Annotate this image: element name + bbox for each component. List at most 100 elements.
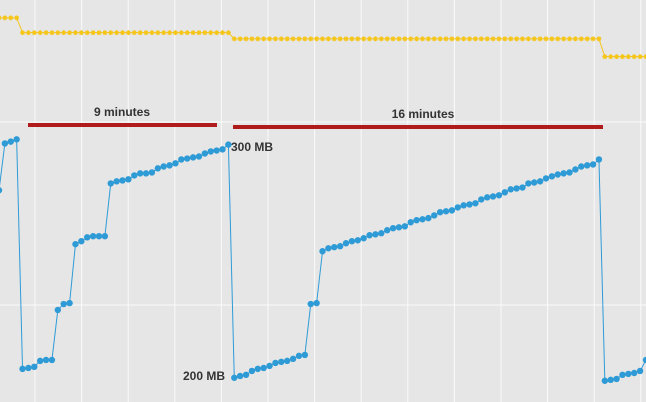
point-marker xyxy=(219,146,226,153)
star-marker xyxy=(261,36,267,42)
star-marker xyxy=(414,36,420,42)
star-marker xyxy=(114,30,120,36)
star-marker xyxy=(425,36,431,42)
star-marker xyxy=(8,15,14,21)
point-marker xyxy=(431,212,438,219)
point-marker xyxy=(413,216,420,224)
point-marker xyxy=(201,150,209,157)
point-marker xyxy=(466,201,473,208)
star-marker xyxy=(596,36,602,42)
point-marker xyxy=(154,165,162,172)
point-marker xyxy=(25,364,32,372)
point-marker xyxy=(572,166,579,173)
point-marker xyxy=(125,176,132,183)
point-marker xyxy=(242,371,250,379)
annotation: 300 MB xyxy=(231,140,273,154)
star-marker xyxy=(143,30,149,36)
star-marker xyxy=(225,30,231,36)
point-marker xyxy=(366,232,373,239)
point-marker xyxy=(89,232,97,240)
point-marker xyxy=(436,208,444,216)
point-marker xyxy=(107,180,114,187)
point-marker xyxy=(607,376,614,384)
star-marker xyxy=(572,36,578,42)
star-marker xyxy=(255,36,261,42)
point-marker xyxy=(236,372,244,380)
star-marker xyxy=(537,36,543,42)
point-marker xyxy=(578,163,585,170)
point-marker xyxy=(36,357,44,365)
point-marker xyxy=(78,238,85,245)
star-marker xyxy=(237,36,243,42)
point-marker xyxy=(172,160,179,167)
star-marker xyxy=(25,30,31,36)
star-marker xyxy=(314,36,320,42)
star-marker xyxy=(337,36,343,42)
point-marker xyxy=(554,171,561,178)
star-marker xyxy=(243,36,249,42)
star-marker xyxy=(55,30,61,36)
star-marker xyxy=(449,36,455,42)
point-marker xyxy=(72,240,79,248)
star-marker xyxy=(137,30,143,36)
star-marker xyxy=(272,36,278,42)
point-marker xyxy=(148,169,156,176)
star-marker xyxy=(0,15,2,20)
star-marker xyxy=(214,30,220,36)
point-marker xyxy=(536,178,544,185)
point-marker xyxy=(531,179,538,186)
star-marker xyxy=(290,36,296,42)
point-marker xyxy=(419,216,426,223)
star-marker xyxy=(184,30,190,36)
point-marker xyxy=(478,196,485,203)
star-marker xyxy=(43,30,49,36)
point-marker xyxy=(372,231,379,238)
star-marker xyxy=(67,30,73,36)
point-marker xyxy=(1,140,9,147)
star-marker xyxy=(496,36,502,42)
star-marker xyxy=(308,36,314,42)
star-marker xyxy=(325,36,331,42)
star-marker xyxy=(178,30,184,36)
star-marker xyxy=(72,30,78,36)
point-marker xyxy=(313,299,320,307)
point-marker xyxy=(289,355,297,363)
point-marker xyxy=(619,371,626,379)
star-marker xyxy=(431,36,437,42)
star-marker xyxy=(161,30,167,36)
annotation: 9 minutes xyxy=(94,105,150,119)
star-marker xyxy=(249,36,255,42)
point-marker xyxy=(84,234,91,241)
star-marker xyxy=(278,36,284,42)
star-marker xyxy=(631,54,637,60)
star-marker xyxy=(61,30,67,36)
point-marker xyxy=(583,162,591,169)
star-marker xyxy=(302,36,308,42)
point-marker xyxy=(395,224,403,231)
point-marker xyxy=(184,155,191,162)
point-marker xyxy=(166,162,173,169)
point-marker xyxy=(448,207,456,214)
point-marker xyxy=(489,193,497,200)
star-marker xyxy=(467,36,473,42)
point-marker xyxy=(301,351,309,359)
star-marker xyxy=(584,36,590,42)
star-marker xyxy=(384,36,390,42)
point-marker xyxy=(454,204,461,211)
point-marker xyxy=(519,184,526,191)
star-marker xyxy=(196,30,202,36)
point-marker xyxy=(207,148,214,155)
star-marker xyxy=(367,36,373,42)
point-marker xyxy=(589,161,597,168)
star-marker xyxy=(478,36,484,42)
point-marker xyxy=(472,200,479,207)
star-marker xyxy=(349,36,355,42)
star-marker xyxy=(419,36,425,42)
point-marker xyxy=(354,237,361,244)
star-marker xyxy=(408,36,414,42)
star-marker xyxy=(78,30,84,36)
star-marker xyxy=(619,54,625,60)
star-marker xyxy=(296,36,302,42)
